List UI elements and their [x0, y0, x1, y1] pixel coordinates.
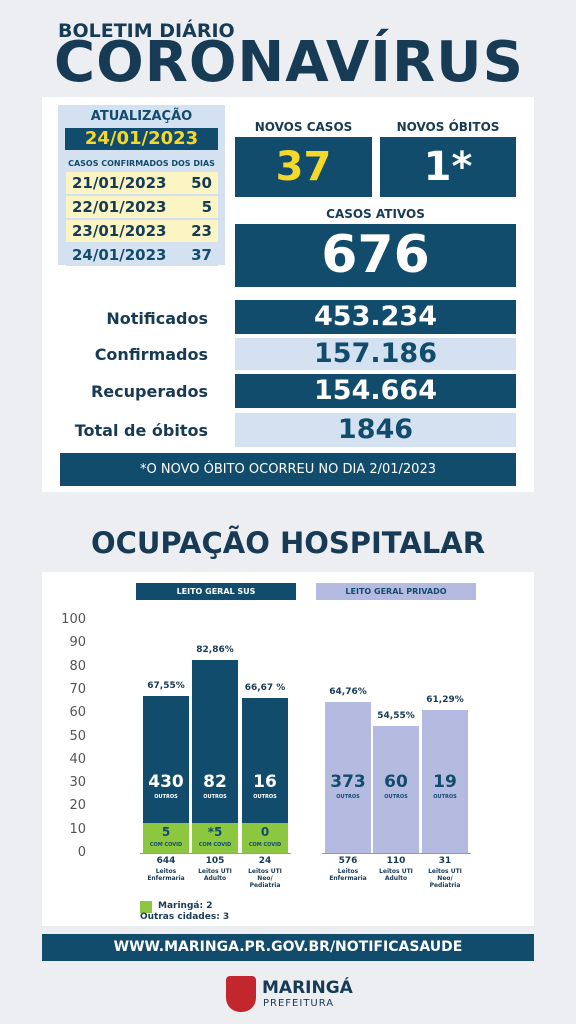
total-value: 1846 [235, 413, 516, 447]
covid-box [143, 823, 189, 853]
y-tick-label: 30 [69, 775, 86, 791]
value-label: 64,76% [329, 687, 367, 698]
total-label: Notificados [106, 309, 208, 328]
value-label: 82,86% [196, 644, 234, 655]
others-label: OUTROS [253, 794, 277, 800]
total-value: 154.664 [235, 374, 516, 408]
beds: 576 [338, 856, 358, 866]
bar [373, 725, 419, 853]
day-row: 23/01/2023 23 [66, 220, 218, 242]
day-count: 37 [191, 246, 212, 264]
total-value: 453.234 [235, 300, 516, 334]
y-tick-label: 0 [77, 845, 86, 860]
beds: 105 [205, 856, 225, 866]
legend-entry: Maringá: 2 [158, 901, 213, 911]
others-label: OUTROS [384, 794, 408, 800]
brand: MARINGÁ [262, 978, 353, 998]
beds: 31 [438, 856, 452, 866]
x-tick-label: Leitos UTI Adulto [379, 868, 413, 882]
day-date: 23/01/2023 [72, 222, 167, 240]
covid-label: COM COVID [198, 842, 232, 848]
covid-count: 5 [161, 825, 171, 839]
beds: 24 [258, 856, 272, 866]
active-label: CASOS ATIVOS [326, 207, 425, 221]
axis-line [322, 853, 471, 854]
day-count: 5 [201, 198, 212, 216]
y-tick-label: 100 [61, 612, 86, 627]
x-tick-label: Leitos Enfermaria [147, 868, 185, 882]
day-row: 21/01/2023 50 [66, 172, 218, 194]
day-date: 24/01/2023 [72, 246, 167, 264]
update-label: ATUALIZAÇÃO [90, 109, 193, 124]
active-value: 676 [235, 224, 516, 287]
others-count: 373 [330, 772, 366, 792]
total-label: Total de óbitos [74, 421, 208, 440]
others-label: OUTROS [433, 794, 457, 800]
note: *O NOVO ÓBITO OCORREU NO DIA 2/01/2023 [60, 453, 516, 486]
beds: 644 [156, 856, 176, 866]
y-tick-label: 90 [69, 635, 86, 651]
covid-label: COM COVID [248, 842, 282, 848]
new-deaths-label: NOVOS ÓBITOS [396, 120, 500, 134]
y-tick-label: 60 [69, 705, 86, 721]
value-label: 54,55% [377, 710, 415, 721]
value-label: 61,29% [426, 695, 464, 706]
legend-entry: Outras cidades: 3 [140, 912, 230, 922]
legend-icon [140, 901, 152, 913]
day-row: 22/01/2023 5 [66, 196, 218, 218]
covid-label: COM COVID [149, 842, 183, 848]
others-count: 82 [203, 772, 227, 792]
new-cases: 37 [235, 137, 372, 197]
bar [422, 710, 468, 853]
total-value: 157.186 [235, 338, 516, 370]
days-label: CASOS CONFIRMADOS DOS DIAS [68, 159, 215, 168]
bar [192, 659, 238, 853]
value-label: 67,55% [147, 680, 185, 691]
brand-sub: PREFEITURA [263, 998, 335, 1009]
covid-box [192, 823, 238, 853]
day-date: 22/01/2023 [72, 198, 167, 216]
chart-title: OCUPAÇÃO HOSPITALAR [90, 526, 486, 560]
group-header: LEITO GERAL PRIVADO [316, 583, 476, 600]
others-label: OUTROS [336, 794, 360, 800]
y-tick-label: 10 [69, 821, 86, 837]
others-count: 16 [253, 772, 277, 792]
value-label: 66,67 % [244, 682, 286, 693]
day-date: 21/01/2023 [72, 174, 167, 192]
covid-count: *5 [207, 825, 223, 839]
y-tick-label: 50 [69, 728, 86, 744]
total-label: Recuperados [90, 382, 208, 401]
x-tick-label: Leitos UTI Adulto [198, 868, 232, 882]
others-count: 19 [433, 772, 457, 792]
x-tick-label: Leitos Enfermaria [329, 868, 367, 882]
others-count: 430 [148, 772, 184, 792]
beds: 110 [386, 856, 406, 866]
x-tick-label: Leitos UTI Neo/ Pediatria [428, 868, 462, 889]
day-count: 50 [191, 174, 212, 192]
total-label: Confirmados [94, 345, 208, 364]
y-tick-label: 70 [69, 681, 86, 697]
others-count: 60 [384, 772, 408, 792]
new-deaths: 1* [380, 137, 516, 197]
update-date: 24/01/2023 [65, 128, 218, 150]
group-header: LEITO GERAL SUS [136, 583, 296, 600]
kicker: BOLETIM DIÁRIO [58, 20, 235, 42]
covid-box [242, 823, 288, 853]
others-label: OUTROS [203, 794, 227, 800]
url: WWW.MARINGA.PR.GOV.BR/NOTIFICASAUDE [42, 934, 534, 961]
new-cases-label: NOVOS CASOS [254, 120, 353, 134]
y-tick-label: 20 [69, 798, 86, 814]
title: CORONAVÍRUS [54, 30, 524, 95]
x-tick-label: Leitos UTI Neo/ Pediatria [248, 868, 282, 889]
day-count: 23 [191, 222, 212, 240]
others-label: OUTROS [154, 794, 178, 800]
covid-count: 0 [260, 825, 270, 839]
day-row: 24/01/2023 37 [66, 244, 218, 266]
bar [325, 702, 371, 853]
y-tick-label: 80 [69, 658, 86, 674]
logo [226, 976, 256, 1012]
axis-line [140, 853, 291, 854]
y-tick-label: 40 [69, 751, 86, 767]
